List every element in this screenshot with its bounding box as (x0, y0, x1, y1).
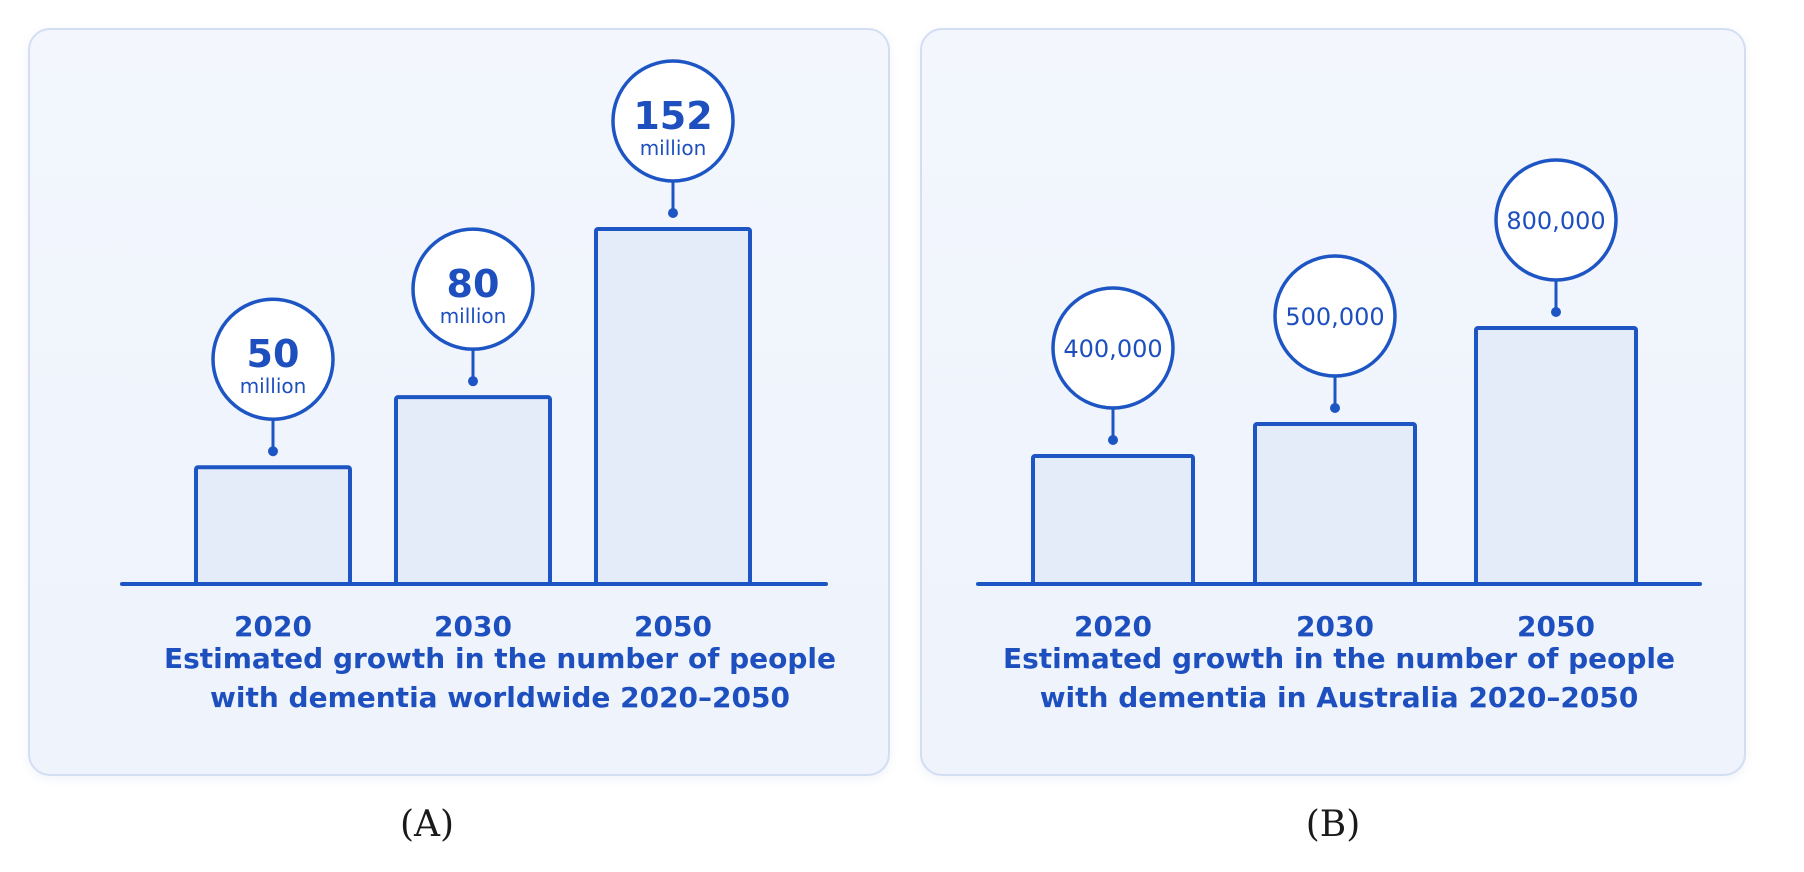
value-bubble-b-2030 (1273, 254, 1397, 378)
value-unit-a-2030: million (440, 304, 507, 328)
chart-panel-a: 50 million 2020 80 million 2030 152 million 2050… (28, 28, 890, 776)
value-bubble-a-2020 (211, 297, 335, 421)
connector-dot-b-2050 (1551, 307, 1561, 317)
chart-title-a-line-1: Estimated growth in the number of people (164, 642, 836, 675)
category-label-a-2030: 2030 (434, 610, 512, 643)
bar-a-2050 (594, 227, 752, 586)
value-unit-a-2020: million (240, 374, 307, 398)
category-label-a-2050: 2050 (634, 610, 712, 643)
chart-b-svg: 400,000 2020 500,000 2030 800,000 2050Estimat… (976, 158, 1702, 714)
bar-b-2020 (1031, 454, 1195, 586)
category-label-b-2020: 2020 (1074, 610, 1152, 643)
chart-title-a-line-2: with dementia worldwide 2020–2050 (210, 681, 790, 714)
category-label-b-2050: 2050 (1517, 610, 1595, 643)
value-bubble-a-2030 (411, 227, 535, 351)
connector-dot-b-2020 (1108, 435, 1118, 445)
category-label-b-2030: 2030 (1296, 610, 1374, 643)
chart-title-b-line-1: Estimated growth in the number of people (1003, 642, 1675, 675)
bar-b-2050 (1474, 326, 1638, 586)
value-number-a-2020: 50 (247, 332, 300, 376)
bar-a-2030 (394, 395, 552, 586)
value-number-a-2050: 152 (633, 94, 712, 138)
connector-dot-a-2050 (668, 208, 678, 218)
value-bubble-a-2050 (611, 59, 735, 183)
value-number-b-2020: 400,000 (1063, 335, 1162, 363)
value-bubble-b-2020 (1051, 286, 1175, 410)
bar-b-2030 (1253, 422, 1417, 586)
value-number-b-2030: 500,000 (1285, 303, 1384, 331)
value-bubble-b-2050 (1494, 158, 1618, 282)
value-number-a-2030: 80 (447, 262, 500, 306)
category-label-a-2020: 2020 (234, 610, 312, 643)
chart-a-svg: 50million202080million2030152million2050… (120, 59, 836, 714)
bar-a-2020 (194, 465, 352, 587)
value-number-b-2050: 800,000 (1506, 207, 1605, 235)
connector-dot-b-2030 (1330, 403, 1340, 413)
panel-label-a: (A) (399, 804, 455, 845)
chart-panel-b: 400,000 2020 500,000 2030 800,000 2050 Estimat… (920, 28, 1746, 776)
value-unit-a-2050: million (640, 136, 707, 160)
panel-label-b: (B) (1305, 804, 1361, 845)
connector-dot-a-2030 (468, 376, 478, 387)
chart-title-b-line-2: with dementia in Australia 2020–2050 (1040, 681, 1639, 714)
connector-dot-a-2020 (268, 446, 278, 457)
